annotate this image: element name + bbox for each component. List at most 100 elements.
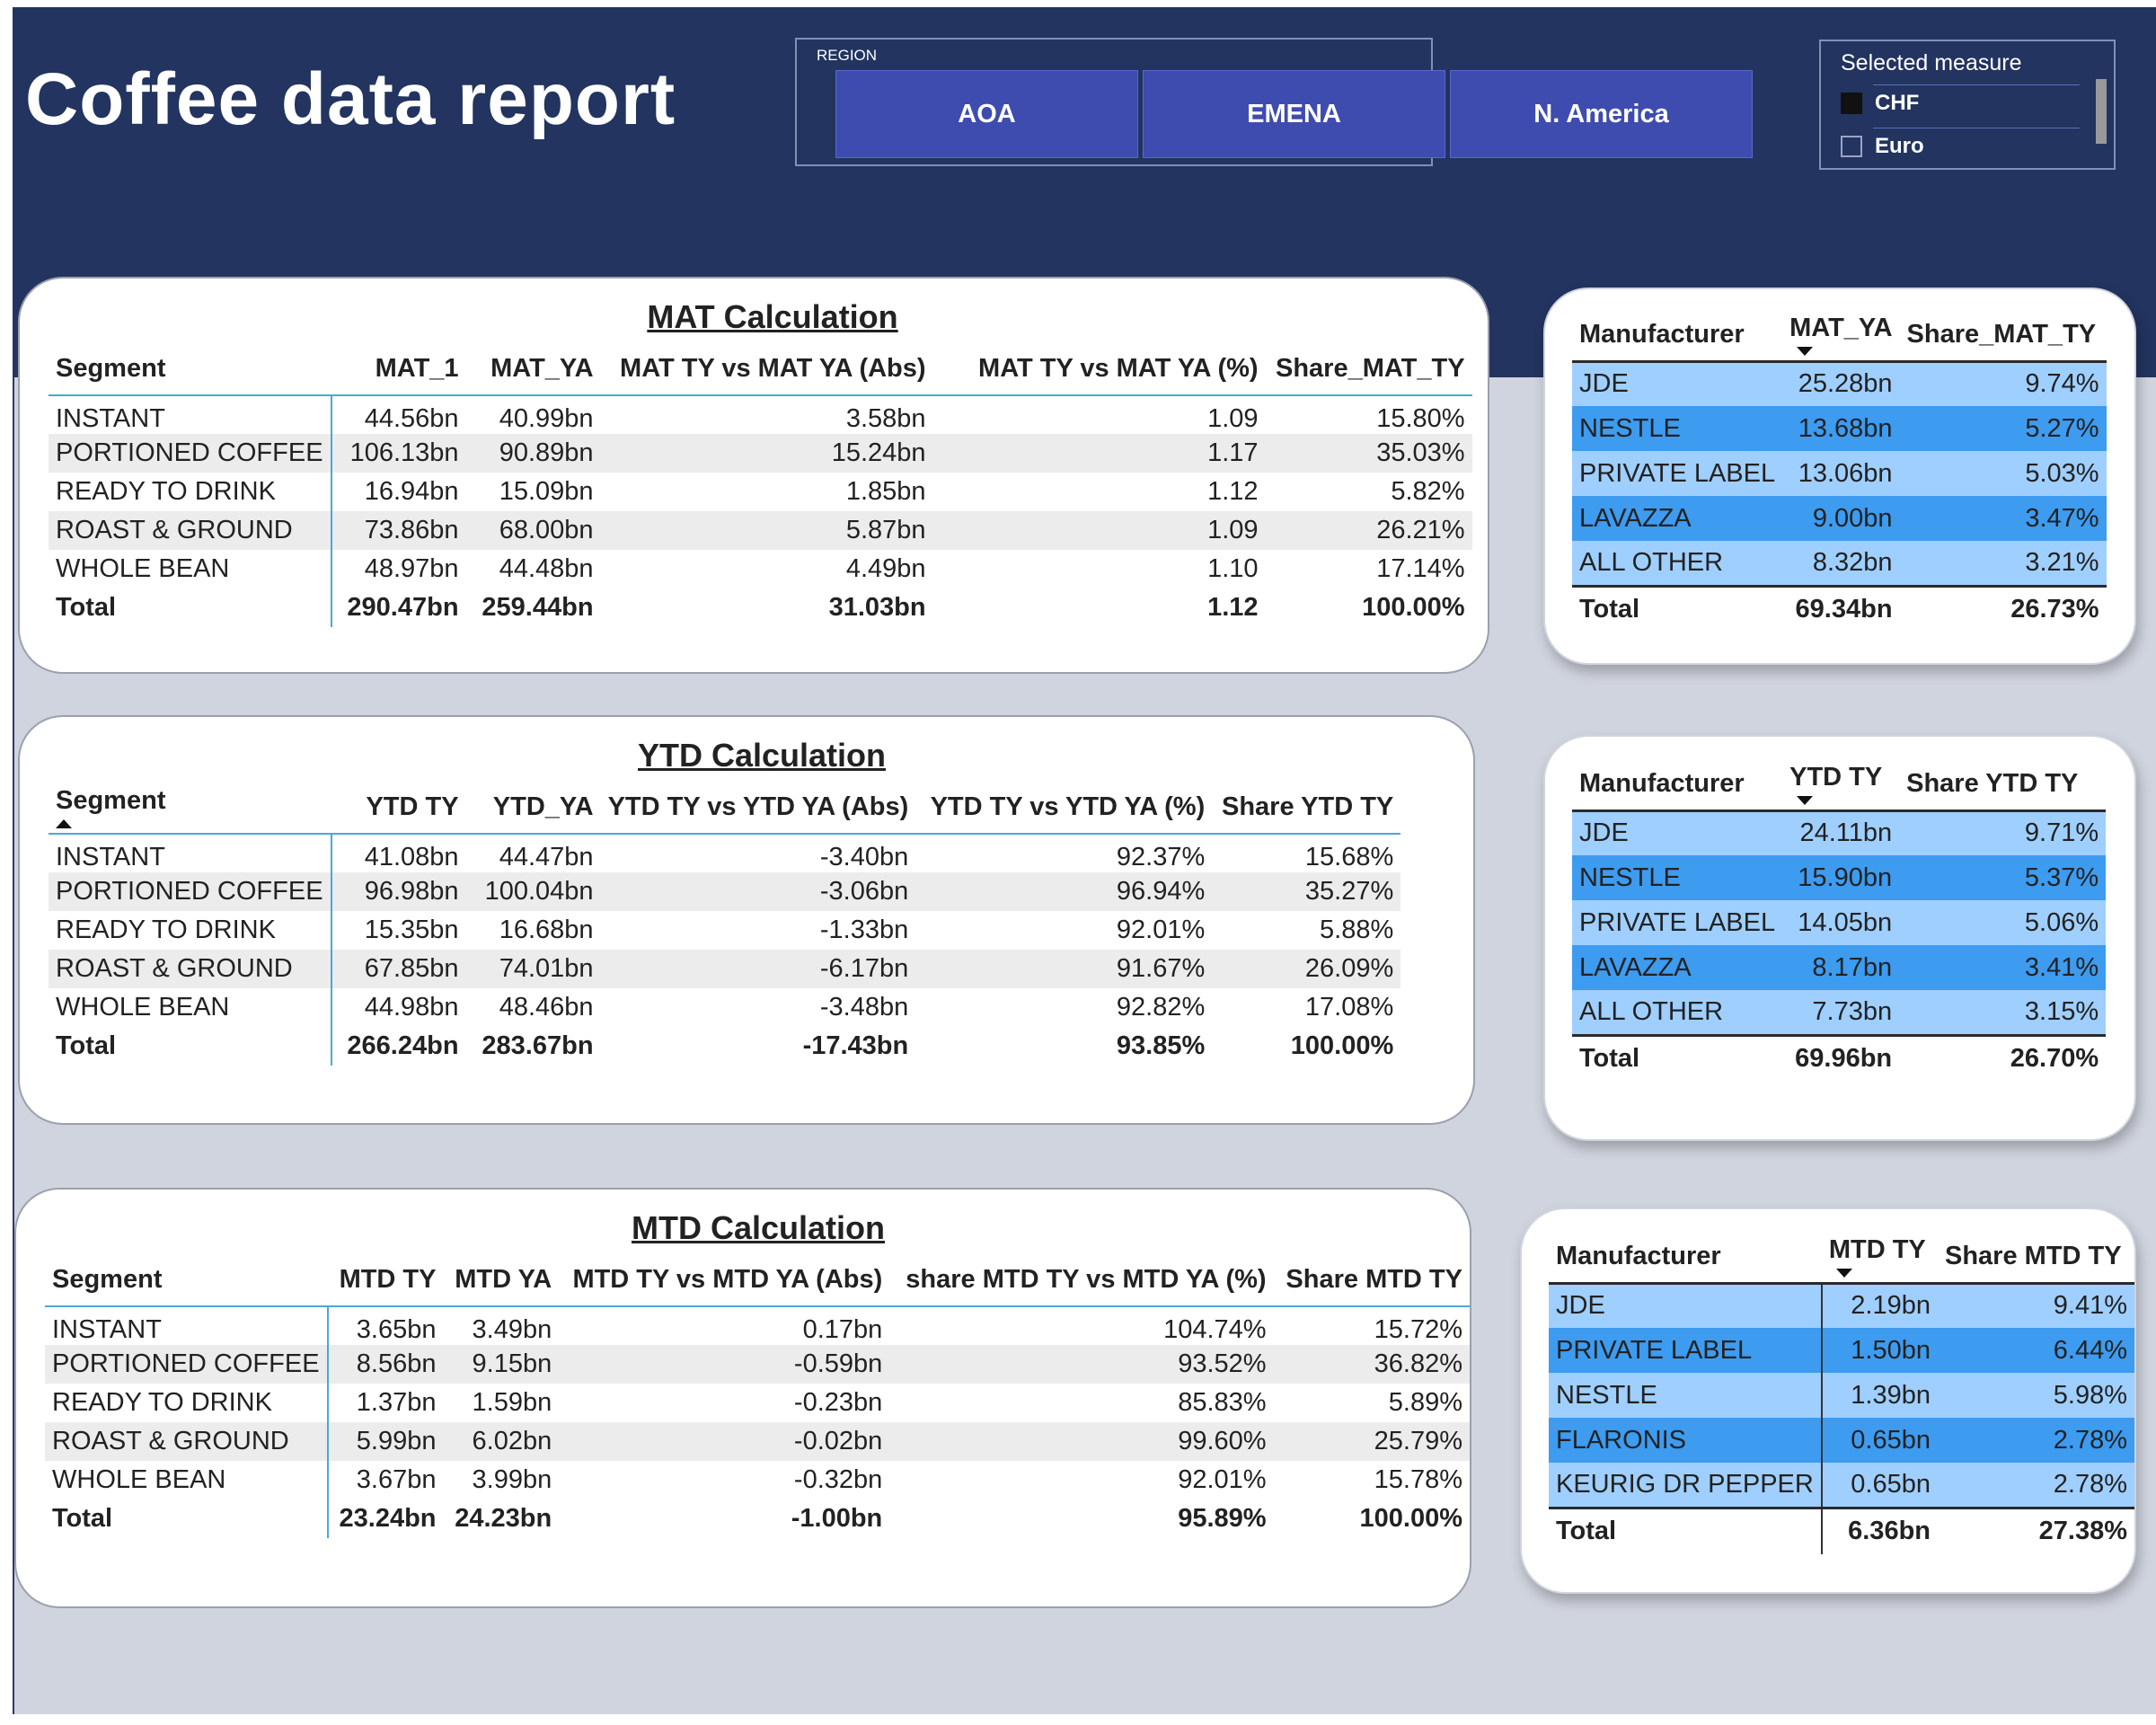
- value-cell: 6.02bn: [443, 1422, 560, 1461]
- column-header[interactable]: YTD TY: [331, 782, 466, 835]
- table-row[interactable]: WHOLE BEAN 48.97bn 44.48bn 4.49bn 1.10 17.14%: [49, 550, 1472, 588]
- table-row[interactable]: PRIVATE LABEL 14.05bn 5.06%: [1572, 900, 2107, 945]
- value-cell: 36.82%: [1273, 1345, 1470, 1384]
- table-row[interactable]: PRIVATE LABEL 13.06bn 5.03%: [1572, 451, 2107, 496]
- sort-descending-icon[interactable]: [1835, 1268, 1852, 1278]
- table-row[interactable]: ROAST & GROUND 5.99bn 6.02bn -0.02bn 99.60% 2…: [45, 1422, 1470, 1461]
- sort-ascending-icon[interactable]: [56, 819, 72, 828]
- segment-cell: WHOLE BEAN: [49, 988, 332, 1027]
- column-header[interactable]: YTD TY vs YTD YA (%): [915, 782, 1213, 835]
- table-row[interactable]: READY TO DRINK 15.35bn 16.68bn -1.33bn 92.01…: [49, 911, 1401, 950]
- column-header[interactable]: MAT_1: [331, 343, 466, 396]
- table-row[interactable]: ALL OTHER 8.32bn 3.21%: [1572, 541, 2107, 586]
- column-header[interactable]: YTD TY: [1782, 758, 1900, 812]
- measure-option-chf[interactable]: CHF: [1841, 88, 1919, 119]
- table-row[interactable]: PORTIONED COFFEE 106.13bn 90.89bn 15.24bn 1.…: [49, 434, 1472, 473]
- column-header-label: Share MTD TY: [1945, 1241, 2122, 1270]
- manufacturer-cell: LAVAZZA: [1572, 945, 1783, 990]
- value-cell: 44.98bn: [364, 993, 459, 1022]
- column-header[interactable]: share MTD TY vs MTD YA (%): [889, 1254, 1274, 1307]
- column-header[interactable]: Segment: [49, 343, 331, 396]
- table-row[interactable]: READY TO DRINK 16.94bn 15.09bn 1.85bn 1.12 5.…: [49, 473, 1472, 511]
- table-row[interactable]: WHOLE BEAN 3.67bn 3.99bn -0.32bn 92.01% 15.78…: [45, 1461, 1470, 1499]
- value-cell: 1.37bn: [356, 1388, 437, 1417]
- sort-descending-icon[interactable]: [1797, 346, 1814, 356]
- column-header[interactable]: YTD_YA: [465, 782, 601, 835]
- mat-card-title: MAT Calculation: [647, 298, 898, 335]
- value-cell: -3.06bn: [600, 872, 916, 911]
- value-cell: -0.02bn: [559, 1422, 890, 1461]
- measure-selector: Selected measure CHF Euro: [1819, 40, 2116, 170]
- manufacturer-cell: PRIVATE LABEL: [1572, 900, 1783, 945]
- manufacturer-cell: ALL OTHER: [1572, 990, 1783, 1035]
- segment-cell: READY TO DRINK: [49, 911, 332, 950]
- total-label: Total: [49, 588, 332, 627]
- column-header[interactable]: Share MTD TY: [1938, 1231, 2134, 1285]
- table-row[interactable]: INSTANT 41.08bn 44.47bn -3.40bn 92.37% 15.68%: [49, 834, 1401, 872]
- column-header[interactable]: Share MTD TY: [1273, 1254, 1470, 1307]
- column-header[interactable]: MTD YA: [443, 1254, 560, 1307]
- column-header-label: Segment: [56, 354, 166, 383]
- table-row[interactable]: INSTANT 3.65bn 3.49bn 0.17bn 104.74% 15.72%: [45, 1306, 1470, 1345]
- column-header[interactable]: MTD TY: [327, 1254, 444, 1307]
- column-header[interactable]: YTD TY vs YTD YA (Abs): [600, 782, 916, 835]
- table-row[interactable]: WHOLE BEAN 44.98bn 48.46bn -3.48bn 92.82% 17.…: [49, 988, 1401, 1027]
- mtd-card-title: MTD Calculation: [631, 1209, 886, 1246]
- mfr-ytd-table: Manufacturer YTD TY Share YTD TY JDE 24.11bn…: [1572, 758, 2107, 1082]
- value-cell: 6.44%: [1938, 1328, 2134, 1373]
- column-header[interactable]: Manufacturer: [1549, 1231, 1822, 1285]
- column-header[interactable]: MTD TY vs MTD YA (Abs): [559, 1254, 890, 1307]
- column-header[interactable]: Share_MAT_TY: [1265, 343, 1472, 396]
- region-button-n-america[interactable]: N. America: [1450, 70, 1753, 158]
- table-row[interactable]: KEURIG DR PEPPER 0.65bn 2.78%: [1549, 1463, 2134, 1508]
- table-row[interactable]: JDE 2.19bn 9.41%: [1549, 1283, 2134, 1328]
- measure-scrollbar[interactable]: [2096, 79, 2107, 144]
- table-row[interactable]: PORTIONED COFFEE 8.56bn 9.15bn -0.59bn 93.52…: [45, 1345, 1470, 1384]
- table-row[interactable]: FLARONIS 0.65bn 2.78%: [1549, 1418, 2134, 1463]
- table-row[interactable]: NESTLE 1.39bn 5.98%: [1549, 1373, 2134, 1418]
- table-row[interactable]: ROAST & GROUND 73.86bn 68.00bn 5.87bn 1.09 26…: [49, 511, 1472, 550]
- column-header-label: MTD TY: [1828, 1234, 1926, 1264]
- table-row[interactable]: NESTLE 15.90bn 5.37%: [1572, 855, 2107, 900]
- column-header[interactable]: MTD TY: [1821, 1231, 1938, 1285]
- table-row[interactable]: JDE 25.28bn 9.74%: [1572, 361, 2107, 406]
- table-row[interactable]: INSTANT 44.56bn 40.99bn 3.58bn 1.09 15.80%: [49, 395, 1472, 434]
- value-cell: 1.17: [932, 434, 1266, 473]
- column-header[interactable]: MAT_YA: [465, 343, 601, 396]
- table-row[interactable]: LAVAZZA 8.17bn 3.41%: [1572, 945, 2107, 990]
- value-cell: 73.86bn: [331, 511, 466, 550]
- column-header[interactable]: MAT TY vs MAT YA (%): [932, 343, 1266, 396]
- table-row[interactable]: ALL OTHER 7.73bn 3.15%: [1572, 990, 2107, 1035]
- column-header[interactable]: Manufacturer: [1572, 309, 1783, 363]
- table-row[interactable]: PRIVATE LABEL 1.50bn 6.44%: [1549, 1328, 2134, 1373]
- value-cell: 92.82%: [1116, 993, 1206, 1022]
- value-cell: 15.35bn: [364, 916, 459, 944]
- segment-cell: WHOLE BEAN: [49, 550, 332, 588]
- region-button-aoa[interactable]: AOA: [835, 70, 1138, 158]
- column-header[interactable]: Segment: [45, 1254, 328, 1307]
- column-header[interactable]: MAT_YA: [1782, 309, 1900, 363]
- checkbox-unchecked-icon[interactable]: [1841, 136, 1862, 157]
- column-header-label: Manufacturer: [1556, 1241, 1721, 1270]
- value-cell: 3.15%: [1899, 990, 2107, 1035]
- value-cell: 9.41%: [1938, 1283, 2134, 1328]
- column-header[interactable]: Share YTD TY: [1899, 758, 2107, 812]
- table-row[interactable]: NESTLE 13.68bn 5.27%: [1572, 406, 2107, 451]
- sort-descending-icon[interactable]: [1797, 795, 1814, 805]
- table-row[interactable]: ROAST & GROUND 67.85bn 74.01bn -6.17bn 91.67…: [49, 950, 1401, 988]
- column-header[interactable]: Share YTD TY: [1212, 782, 1401, 835]
- table-row[interactable]: PORTIONED COFFEE 96.98bn 100.04bn -3.06bn 96…: [49, 872, 1401, 911]
- column-header[interactable]: MAT TY vs MAT YA (Abs): [600, 343, 933, 396]
- table-row[interactable]: READY TO DRINK 1.37bn 1.59bn -0.23bn 85.83% 5…: [45, 1384, 1470, 1422]
- measure-option-euro[interactable]: Euro: [1841, 131, 1924, 162]
- table-row[interactable]: JDE 24.11bn 9.71%: [1572, 810, 2107, 855]
- table-row[interactable]: LAVAZZA 9.00bn 3.47%: [1572, 496, 2107, 541]
- value-cell: 2.78%: [1938, 1463, 2134, 1508]
- report-title: Coffee data report: [25, 58, 676, 140]
- column-header[interactable]: Manufacturer: [1572, 758, 1783, 812]
- column-header[interactable]: Share_MAT_TY: [1899, 309, 2107, 363]
- region-button-emena[interactable]: EMENA: [1143, 70, 1445, 158]
- value-cell: 2.19bn: [1821, 1283, 1938, 1328]
- column-header[interactable]: Segment: [49, 782, 331, 835]
- checkbox-checked-icon[interactable]: [1841, 93, 1862, 114]
